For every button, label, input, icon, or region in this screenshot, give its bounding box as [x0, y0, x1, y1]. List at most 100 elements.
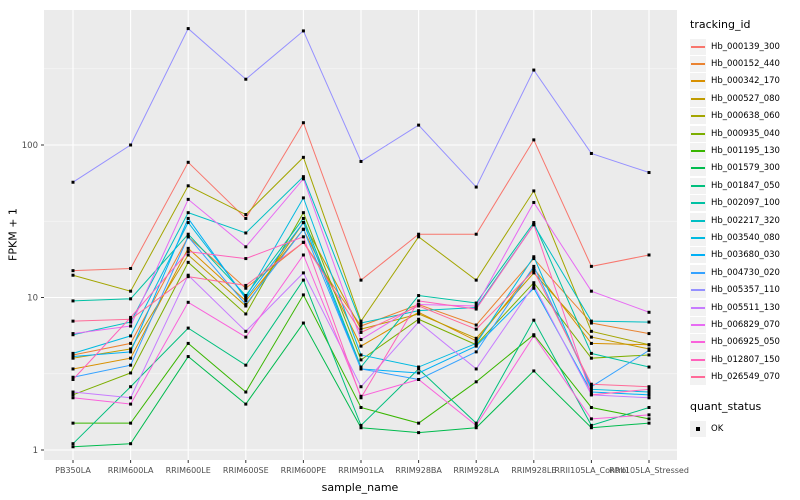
data-point: [647, 413, 651, 417]
data-point: [301, 271, 305, 275]
data-point: [359, 396, 363, 400]
x-tick-label: RRII105LA_Stressed: [609, 466, 689, 475]
series-line-icon: [691, 236, 705, 239]
data-point: [532, 318, 536, 322]
series-line-icon: [691, 306, 705, 309]
x-tick-label: RRIM600LE: [166, 466, 211, 475]
data-point: [71, 396, 75, 400]
data-point: [417, 365, 421, 369]
legend-item-Hb_001195_130: Hb_001195_130: [690, 142, 798, 160]
data-point: [301, 221, 305, 225]
data-point: [301, 278, 305, 282]
data-point: [647, 171, 651, 175]
data-point: [474, 232, 478, 236]
legend-series-entries: Hb_000139_300 Hb_000152_440 Hb_000342_170 H…: [690, 38, 798, 386]
data-point: [186, 275, 190, 279]
data-point: [186, 326, 190, 330]
data-point: [589, 417, 593, 421]
data-point: [474, 304, 478, 308]
data-point: [417, 377, 421, 381]
data-point: [301, 196, 305, 200]
x-tick-label: PB350LA: [55, 466, 91, 475]
square-marker-icon: [696, 426, 700, 431]
legend-item-label: Hb_000152_440: [711, 59, 780, 70]
series-color-key: [690, 247, 706, 264]
data-point: [589, 387, 593, 391]
data-point: [301, 240, 305, 244]
series-color-key: [690, 177, 706, 194]
legend-item-label: Hb_001847_050: [711, 180, 780, 191]
data-point: [589, 405, 593, 409]
legend-item-Hb_005511_130: Hb_005511_130: [690, 299, 798, 316]
data-point: [532, 369, 536, 373]
data-point: [301, 121, 305, 125]
data-point: [186, 197, 190, 201]
legend-item-Hb_000638_060: Hb_000638_060: [690, 108, 798, 125]
data-point: [186, 216, 190, 220]
y-tick-label: 1: [33, 446, 38, 456]
data-point: [474, 278, 478, 282]
data-point: [301, 175, 305, 179]
data-point: [589, 289, 593, 293]
legend-item-Hb_006925_050: Hb_006925_050: [690, 334, 798, 351]
data-point: [186, 211, 190, 215]
data-point: [71, 375, 75, 379]
data-point: [129, 356, 133, 360]
data-point: [359, 365, 363, 369]
series-color-key: [690, 229, 706, 246]
data-point: [417, 367, 421, 371]
series-color-key: [690, 195, 706, 212]
data-point: [647, 417, 651, 421]
data-point: [129, 266, 133, 270]
data-point: [589, 385, 593, 389]
series-line-icon: [691, 376, 705, 379]
legend-item-Hb_000342_170: Hb_000342_170: [690, 73, 798, 90]
data-point: [244, 299, 248, 303]
data-point: [244, 213, 248, 217]
data-point: [244, 77, 248, 81]
data-point: [71, 269, 75, 273]
series-color-key: [690, 212, 706, 229]
data-point: [129, 347, 133, 351]
data-point: [532, 223, 536, 227]
legend-item-label: Hb_002217_320: [711, 215, 780, 226]
data-point: [589, 351, 593, 355]
data-point: [532, 269, 536, 273]
legend-item-Hb_012807_150: Hb_012807_150: [690, 351, 798, 368]
legend-item-Hb_006829_070: Hb_006829_070: [690, 316, 798, 333]
data-point: [359, 426, 363, 430]
data-point: [129, 363, 133, 367]
legend-item-label: Hb_000638_060: [711, 111, 780, 122]
series-color-key: [690, 282, 706, 299]
data-point: [186, 235, 190, 239]
data-point: [71, 390, 75, 394]
legend-item-Hb_003540_080: Hb_003540_080: [690, 229, 798, 246]
series-line-icon: [691, 219, 705, 222]
data-point: [532, 138, 536, 142]
data-point: [532, 264, 536, 268]
data-point: [647, 393, 651, 397]
x-tick-label: RRIM600PE: [281, 466, 327, 475]
series-line-icon: [691, 271, 705, 274]
data-point: [71, 393, 75, 397]
data-point: [301, 227, 305, 231]
data-point: [129, 402, 133, 406]
data-point: [589, 341, 593, 345]
legend-item-Hb_002217_320: Hb_002217_320: [690, 212, 798, 229]
data-point: [647, 253, 651, 257]
data-point: [417, 371, 421, 375]
data-point: [589, 382, 593, 386]
legend-title-quant-status: quant_status: [690, 399, 762, 413]
data-point: [589, 151, 593, 155]
data-point: [244, 231, 248, 235]
data-point: [474, 344, 478, 348]
legend-item-label: Hb_005511_130: [711, 302, 780, 313]
data-point: [186, 232, 190, 236]
data-point: [474, 341, 478, 345]
data-point: [417, 320, 421, 324]
data-point: [129, 143, 133, 147]
data-point: [186, 221, 190, 225]
data-point: [186, 300, 190, 304]
series-line-icon: [691, 45, 705, 48]
legend-item-Hb_000935_040: Hb_000935_040: [690, 125, 798, 142]
